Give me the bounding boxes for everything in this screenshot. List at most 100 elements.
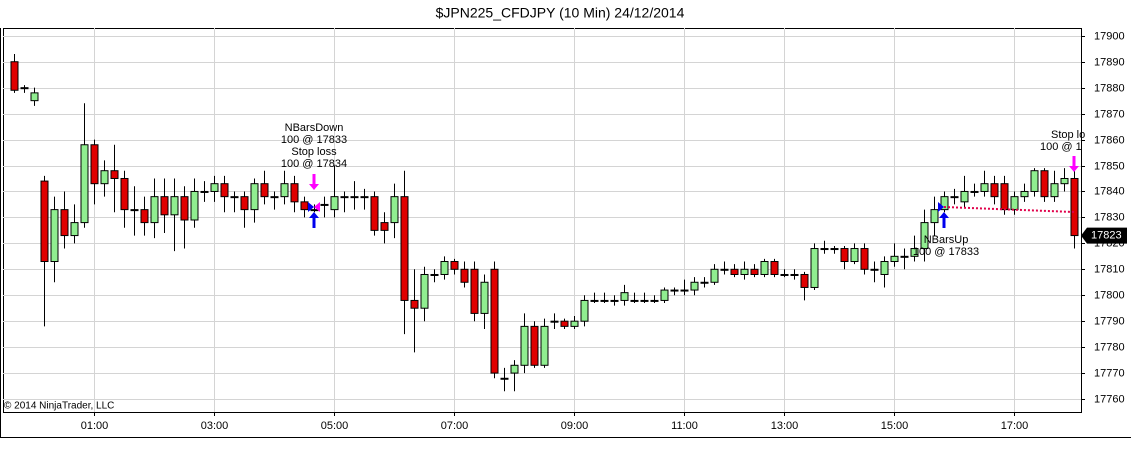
- signal-arrow-head: [939, 212, 949, 218]
- y-tick-label: 17870: [1094, 108, 1125, 120]
- candle-body: [1040, 170, 1049, 198]
- x-tick-label: 07:00: [441, 420, 469, 432]
- y-tick-label: 17800: [1094, 289, 1125, 301]
- candle-body: [120, 177, 129, 211]
- candle-body: [510, 364, 519, 374]
- candle-body: [920, 222, 929, 250]
- entry-marker: [314, 202, 320, 212]
- candle-body: [500, 377, 509, 380]
- candle-body: [940, 196, 949, 211]
- candle-body: [740, 268, 749, 275]
- candle-body: [630, 299, 639, 302]
- y-tick-label: 17860: [1094, 134, 1125, 146]
- candle-body: [700, 281, 709, 284]
- candle-body: [620, 292, 629, 301]
- candle-body: [300, 201, 309, 211]
- candle-body: [1060, 177, 1069, 185]
- candle-body: [240, 196, 249, 211]
- candle-body: [150, 196, 159, 224]
- x-tick-label: 03:00: [201, 420, 229, 432]
- signal-arrow-head: [1069, 166, 1079, 172]
- candle-body: [850, 248, 859, 263]
- candle-body: [1010, 196, 1019, 211]
- candle-body: [650, 299, 659, 302]
- candle-body: [30, 92, 39, 102]
- chart-title: $JPN225_CFDJPY (10 Min) 24/12/2014: [436, 5, 685, 21]
- candle-body: [320, 203, 329, 206]
- annotation: NBarsUp: [924, 234, 969, 246]
- candle-body: [520, 325, 529, 366]
- x-tick-label: 15:00: [881, 420, 909, 432]
- annotation: 100 @ 17834: [281, 158, 347, 170]
- candle-body: [230, 196, 239, 199]
- candle-body: [800, 273, 809, 288]
- candle-body: [380, 222, 389, 231]
- y-tick-label: 17790: [1094, 315, 1125, 327]
- y-tick-label: 17810: [1094, 263, 1125, 275]
- candle-body: [780, 273, 789, 276]
- candle-body: [60, 209, 69, 237]
- signal-arrow-head: [309, 184, 319, 190]
- candle-body: [990, 183, 999, 198]
- candle-body: [420, 273, 429, 309]
- candle-body: [790, 273, 799, 276]
- candle-body: [350, 196, 359, 199]
- candle-body: [430, 273, 439, 276]
- candle-body: [670, 289, 679, 292]
- x-tick-label: 09:00: [561, 420, 589, 432]
- candle-body: [80, 144, 89, 224]
- x-tick-label: 01:00: [81, 420, 109, 432]
- candle-body: [410, 299, 419, 309]
- candle-body: [910, 248, 919, 257]
- candle-body: [50, 209, 59, 263]
- candle-body: [440, 261, 449, 275]
- candle-body: [330, 196, 339, 211]
- candle-body: [930, 209, 939, 224]
- candle-body: [1030, 170, 1039, 192]
- candle-body: [70, 222, 79, 237]
- copyright: © 2014 NinjaTrader, LLC: [4, 401, 114, 412]
- candle-body: [590, 299, 599, 302]
- candle-body: [660, 289, 669, 301]
- candle-body: [970, 190, 979, 193]
- candle-body: [130, 209, 139, 212]
- candle-body: [870, 268, 879, 271]
- candle-body: [610, 299, 619, 302]
- candle-body: [160, 196, 169, 216]
- candle-body: [180, 196, 189, 221]
- candle-body: [250, 183, 259, 211]
- annotation: Stop loss: [291, 146, 337, 158]
- candle-body: [40, 180, 49, 263]
- y-tick-label: 17760: [1094, 393, 1125, 405]
- candle-body: [310, 209, 319, 212]
- last-price-tag: [1081, 227, 1127, 244]
- x-tick-label: 05:00: [321, 420, 349, 432]
- candle-body: [490, 268, 499, 374]
- candle-body: [600, 299, 609, 302]
- annotation: Stop lo: [1051, 129, 1085, 141]
- candle-body: [530, 325, 539, 366]
- x-tick-label: 13:00: [771, 420, 799, 432]
- candle-body: [690, 281, 699, 291]
- trade-line: [943, 206, 1075, 213]
- y-tick-label: 17840: [1094, 185, 1125, 197]
- y-tick-label: 17770: [1094, 367, 1125, 379]
- candle-body: [550, 320, 559, 323]
- candle-body: [760, 261, 769, 275]
- candle-body: [470, 268, 479, 314]
- candle-body: [480, 281, 489, 314]
- entry-marker: [308, 202, 314, 212]
- candle-body: [20, 87, 29, 90]
- candle-body: [360, 196, 369, 199]
- annotation: 100 @ 17833: [913, 246, 979, 258]
- candle-body: [770, 261, 779, 275]
- y-tick-label: 17780: [1094, 341, 1125, 353]
- candle-body: [280, 183, 289, 198]
- candle-body: [1000, 183, 1009, 211]
- y-tick-label: 17880: [1094, 82, 1125, 94]
- candle-body: [270, 196, 279, 199]
- y-tick-label: 17900: [1094, 30, 1125, 42]
- candle-body: [290, 183, 299, 203]
- x-tick-label: 11:00: [671, 420, 698, 432]
- annotation: 100 @ 17833: [281, 134, 347, 146]
